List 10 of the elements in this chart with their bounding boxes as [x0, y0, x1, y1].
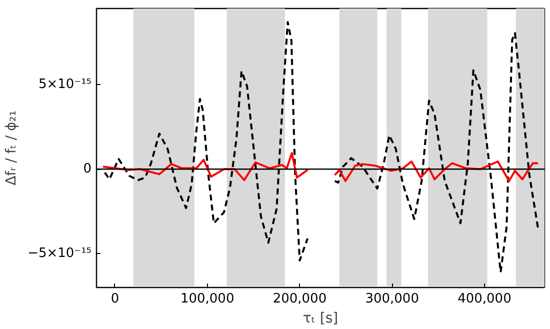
y-tick-label: 0 [83, 162, 92, 177]
x-axis-title: τₜ [s] [302, 310, 338, 326]
x-tick-label: 200,000 [272, 292, 327, 306]
y-tick-label: −5×10⁻¹⁵ [28, 246, 92, 262]
x-tick-label: 0 [110, 292, 120, 306]
x-tick-label: 300,000 [365, 292, 419, 306]
y-axis-title: Δfᵣ / fₜ / ϕ₂₁ [4, 110, 20, 186]
x-tick-label: 400,000 [458, 292, 512, 306]
y-tick-label: 5×10⁻¹⁵ [38, 77, 92, 92]
x-tick-label: 100,000 [180, 292, 234, 306]
